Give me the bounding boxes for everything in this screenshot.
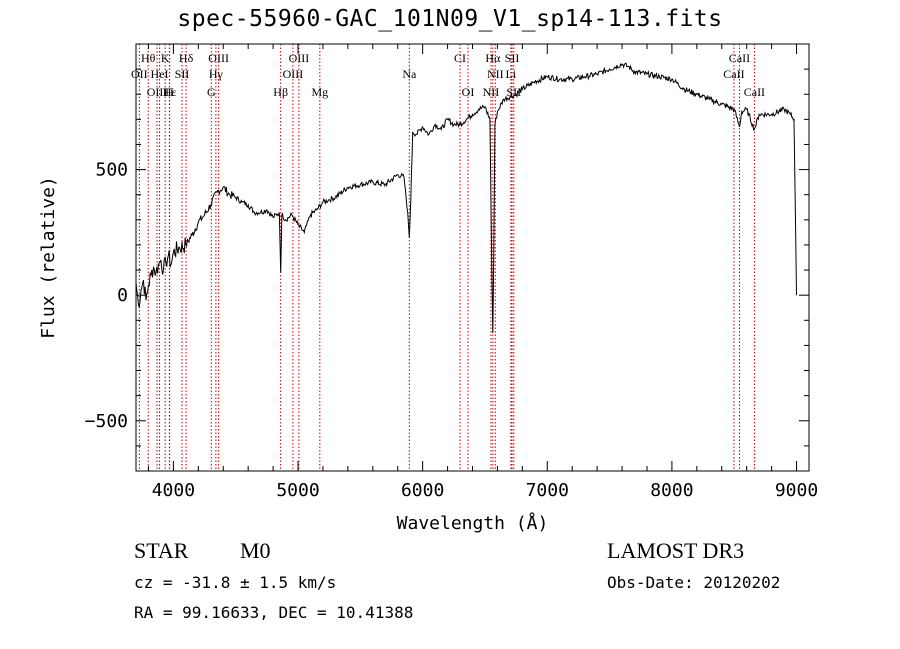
coordinates: RA = 99.16633, DEC = 10.41388: [134, 603, 414, 622]
line-label: NII: [487, 67, 504, 81]
y-tick-label: 500: [95, 160, 128, 181]
line-label: Na: [402, 67, 417, 81]
line-label: CaII: [744, 85, 765, 99]
line-label: OI: [462, 85, 475, 99]
obs-date: Obs-Date: 20120202: [607, 573, 781, 592]
object-subclass: M0: [240, 538, 271, 563]
spectrum-line: [135, 62, 797, 333]
y-axis-label: Flux (relative): [38, 176, 59, 339]
line-label: G: [207, 85, 216, 99]
line-label: Hβ: [273, 85, 288, 99]
line-label: OIII: [208, 51, 229, 65]
line-label: Li: [506, 67, 517, 81]
line-label: HeI: [151, 67, 169, 81]
line-label: Mg: [311, 85, 328, 99]
line-labels: Hθ K Hδ OIII OIII CI Hα SII CaII OII HeI SII Hγ OIII N…: [131, 51, 765, 99]
line-label: SII: [506, 85, 521, 99]
y-tick-label: 0: [117, 285, 128, 306]
object-class: STAR: [134, 538, 189, 563]
y-tick-label: −500: [85, 411, 128, 432]
line-label: Hα: [485, 51, 501, 65]
redshift-readout: cz = -31.8 ± 1.5 km/s: [134, 573, 337, 592]
line-label: OIII: [289, 51, 310, 65]
survey-label: LAMOST DR3: [607, 538, 745, 563]
line-label: Hε: [163, 85, 177, 99]
plot-frame: [135, 43, 810, 472]
line-label: Hδ: [179, 51, 194, 65]
axis-ticks: 4000 5000 6000 7000 8000 9000 −500 0 500: [85, 44, 818, 501]
line-label: CI: [454, 51, 466, 65]
line-label: NII: [483, 85, 500, 99]
line-label: Hγ: [209, 67, 224, 81]
x-tick-label: 5000: [276, 480, 319, 501]
line-label: K: [161, 51, 170, 65]
x-tick-label: 6000: [401, 480, 444, 501]
line-label: H: [165, 85, 174, 99]
line-label: CaII: [723, 67, 744, 81]
x-tick-label: 9000: [775, 480, 818, 501]
x-tick-label: 4000: [152, 480, 195, 501]
line-label: OIII: [283, 67, 304, 81]
line-label: SII: [175, 67, 190, 81]
emission-line-markers: [138, 44, 755, 471]
x-axis-label: Wavelength (Å): [397, 512, 549, 534]
line-label: OIII: [147, 85, 168, 99]
line-label: Hθ: [141, 51, 156, 65]
line-label: OII: [131, 67, 148, 81]
x-tick-label: 7000: [526, 480, 569, 501]
line-label: SII: [505, 51, 520, 65]
x-tick-label: 8000: [650, 480, 693, 501]
chart-title: spec-55960-GAC_101N09_V1_sp14-113.fits: [177, 6, 723, 32]
line-label: CaII: [729, 51, 750, 65]
